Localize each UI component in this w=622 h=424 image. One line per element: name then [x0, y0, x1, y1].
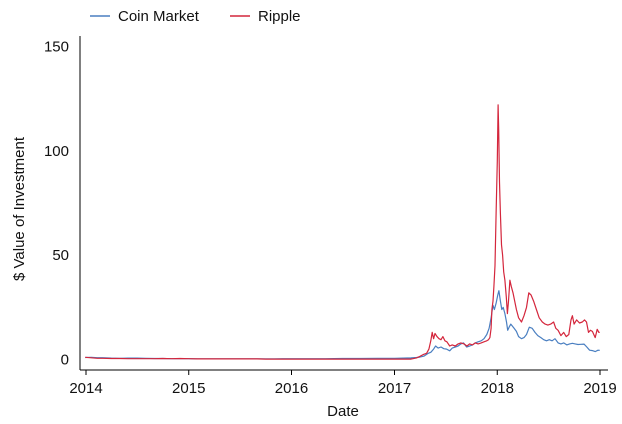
series-layer: [85, 104, 600, 360]
y-tick-label: 50: [52, 247, 69, 264]
x-tick-label: 2014: [69, 380, 102, 397]
legend-label: Ripple: [258, 8, 301, 25]
x-tick-label: 2018: [481, 380, 514, 397]
y-tick-label: 150: [44, 38, 69, 55]
x-tick-label: 2019: [583, 380, 616, 397]
series-line-ripple: [85, 104, 600, 360]
x-tick-label: 2017: [378, 380, 411, 397]
y-axis-title: $ Value of Investment: [11, 136, 28, 281]
x-tick-label: 2015: [172, 380, 205, 397]
series-line-coin-market: [85, 290, 600, 360]
x-axis-title: Date: [327, 403, 359, 420]
x-axis-ticks: 2014 2015 2016 2017 2018 2019: [69, 370, 617, 397]
y-tick-label: 100: [44, 143, 69, 160]
y-axis-ticks: 0 50 100 150: [44, 38, 69, 368]
legend-label: Coin Market: [118, 8, 200, 25]
x-tick-label: 2016: [275, 380, 308, 397]
legend: Coin Market Ripple: [90, 8, 301, 25]
y-tick-label: 0: [61, 352, 69, 369]
